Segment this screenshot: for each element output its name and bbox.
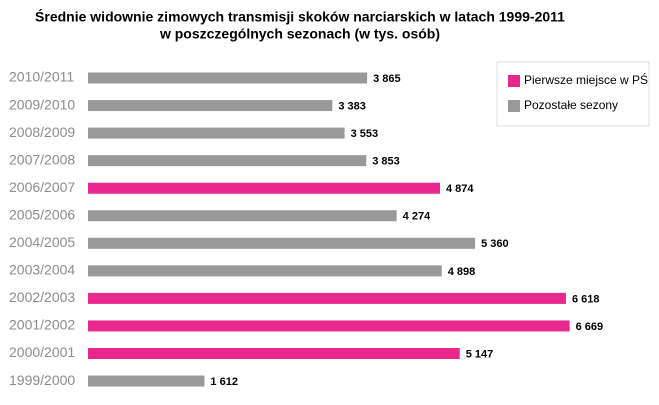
y-tick-label: 2002/2003 xyxy=(9,289,75,305)
legend-label: Pierwsze miejsce w PŚ xyxy=(524,72,648,87)
chart-title: Średnie widownie zimowych transmisji sko… xyxy=(35,8,565,25)
bar xyxy=(88,155,367,167)
chart-subtitle: w poszczególnych sezonach (w tys. osób) xyxy=(159,26,440,42)
legend-box xyxy=(496,61,650,127)
bar xyxy=(88,237,476,249)
bar xyxy=(88,292,566,304)
y-tick-label: 2009/2010 xyxy=(9,96,75,112)
value-label: 4 874 xyxy=(446,183,474,195)
legend-swatch xyxy=(508,75,520,87)
y-tick-label: 2007/2008 xyxy=(9,151,75,167)
value-label: 3 553 xyxy=(351,128,379,140)
value-label: 3 383 xyxy=(338,100,366,112)
value-label: 6 618 xyxy=(572,293,600,305)
y-tick-label: 2010/2011 xyxy=(9,69,74,85)
bar xyxy=(88,100,333,112)
bar xyxy=(88,348,460,359)
value-label: 4 274 xyxy=(403,211,431,223)
y-tick-label: 2006/2007 xyxy=(9,179,75,195)
value-label: 5 360 xyxy=(481,238,509,250)
bar xyxy=(88,265,442,277)
y-tick-label: 2008/2009 xyxy=(9,124,75,140)
legend-label: Pozostałe sezony xyxy=(524,98,618,112)
value-label: 6 669 xyxy=(576,321,604,333)
bar xyxy=(88,127,345,139)
legend-swatch xyxy=(508,100,520,112)
value-label: 3 865 xyxy=(373,73,401,85)
y-tick-label: 1999/2000 xyxy=(9,372,75,388)
value-label: 4 898 xyxy=(448,266,476,278)
value-label: 1 612 xyxy=(210,376,238,388)
value-label: 3 853 xyxy=(372,156,400,168)
bar xyxy=(88,210,397,222)
bar xyxy=(88,182,441,194)
bar xyxy=(88,320,570,332)
y-tick-label: 2003/2004 xyxy=(9,262,75,278)
y-tick-label: 2001/2002 xyxy=(9,317,75,333)
y-tick-label: 2004/2005 xyxy=(9,234,75,250)
bar xyxy=(88,375,205,387)
y-tick-label: 2005/2006 xyxy=(9,206,75,222)
value-label: 5 147 xyxy=(466,348,494,360)
bar xyxy=(88,72,368,84)
y-tick-label: 2000/2001 xyxy=(9,344,75,360)
